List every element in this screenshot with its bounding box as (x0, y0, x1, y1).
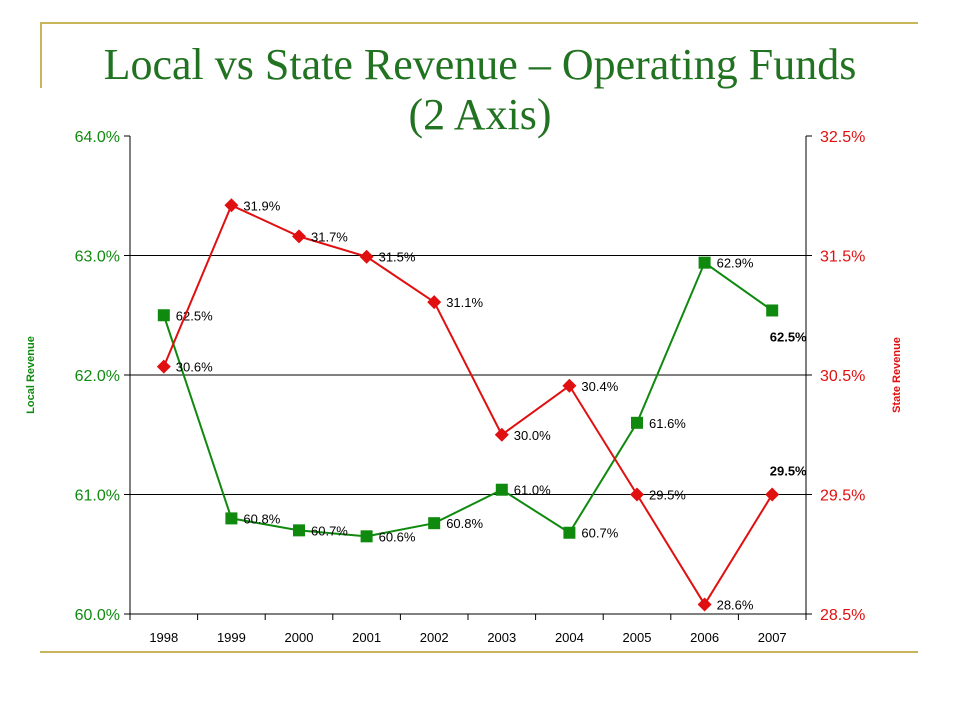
x-axis-tick-label: 2001 (352, 630, 381, 645)
local-revenue-data-label: 60.6% (379, 529, 416, 544)
local-revenue-data-label: 60.7% (581, 526, 618, 541)
left-axis-tick-label: 63.0% (75, 249, 120, 266)
local-revenue-point (293, 524, 305, 537)
slide-title: Local vs State Revenue – Operating Funds… (40, 40, 920, 140)
state-revenue-data-label: 31.9% (243, 198, 280, 213)
local-revenue-data-label: 62.5% (770, 329, 807, 344)
state-revenue-point (359, 249, 374, 264)
state-revenue-point (224, 198, 239, 213)
state-revenue-data-label: 31.5% (379, 250, 416, 265)
state-revenue-point (697, 597, 712, 612)
local-revenue-point (495, 483, 508, 496)
local-revenue-data-label: 60.8% (446, 516, 483, 531)
state-revenue-line (162, 203, 774, 607)
state-revenue-data-label: 29.5% (649, 488, 686, 503)
right-axis-tick-label: 29.5% (820, 488, 865, 505)
local-revenue-point (698, 256, 711, 269)
state-revenue-point (765, 487, 780, 502)
right-axis-tick-label: 31.5% (820, 249, 865, 266)
local-revenue-data-label: 60.8% (243, 511, 280, 526)
local-revenue-line (162, 261, 773, 538)
x-axis-tick-label: 2002 (420, 630, 449, 645)
right-axis-title: State Revenue (891, 337, 903, 413)
local-revenue-point (631, 416, 643, 429)
x-axis-tick-label: 1998 (149, 630, 178, 645)
local-revenue-data-label: 62.5% (176, 308, 213, 323)
state-revenue-data-label: 31.7% (311, 229, 348, 244)
state-revenue-data-label: 30.0% (514, 428, 551, 443)
bottom-accent-line (40, 651, 918, 653)
state-revenue-data-label: 28.6% (717, 597, 754, 612)
state-revenue-data-label: 30.6% (176, 360, 213, 375)
local-revenue-data-label: 61.0% (514, 483, 551, 498)
right-axis-tick-label: 30.5% (820, 368, 865, 385)
local-revenue-point (428, 517, 441, 530)
x-axis-tick-label: 2004 (555, 630, 584, 645)
state-revenue-data-label: 31.1% (446, 295, 483, 310)
left-axis-tick-label: 61.0% (75, 488, 120, 505)
x-axis-tick-label: 2007 (758, 630, 787, 645)
x-axis-tick-label: 2006 (690, 630, 719, 645)
state-revenue-point (427, 295, 442, 310)
local-revenue-data-label: 60.7% (311, 523, 348, 538)
state-revenue-point (562, 378, 577, 393)
title-line-1: Local vs State Revenue – Operating Funds (103, 40, 857, 89)
local-revenue-point (563, 526, 576, 539)
x-axis-tick-label: 2000 (285, 630, 314, 645)
local-revenue-point (157, 309, 170, 322)
x-axis-tick-label: 2005 (623, 630, 652, 645)
state-revenue-point (292, 229, 306, 244)
title-line-2: (2 Axis) (408, 90, 552, 139)
left-axis-tick-label: 64.0% (75, 129, 120, 146)
right-axis-tick-label: 32.5% (820, 129, 865, 146)
local-revenue-point (225, 512, 238, 525)
local-revenue-point (766, 304, 779, 317)
local-revenue-data-label: 62.9% (717, 256, 754, 271)
left-axis-tick-label: 62.0% (75, 368, 120, 385)
state-revenue-point (494, 427, 509, 442)
state-revenue-point (630, 487, 644, 502)
state-revenue-data-label: 30.4% (581, 379, 618, 394)
top-accent-line (40, 22, 918, 24)
x-axis-tick-label: 2003 (487, 630, 516, 645)
local-revenue-data-label: 61.6% (649, 416, 686, 431)
state-revenue-point (156, 359, 171, 374)
state-revenue-data-label: 29.5% (770, 464, 807, 479)
left-axis-tick-label: 60.0% (75, 607, 120, 624)
left-accent-bar (40, 22, 42, 88)
x-axis-tick-label: 1999 (217, 630, 246, 645)
local-revenue-point (360, 530, 373, 543)
left-axis-title: Local Revenue (25, 336, 37, 414)
right-axis-tick-label: 28.5% (820, 607, 865, 624)
